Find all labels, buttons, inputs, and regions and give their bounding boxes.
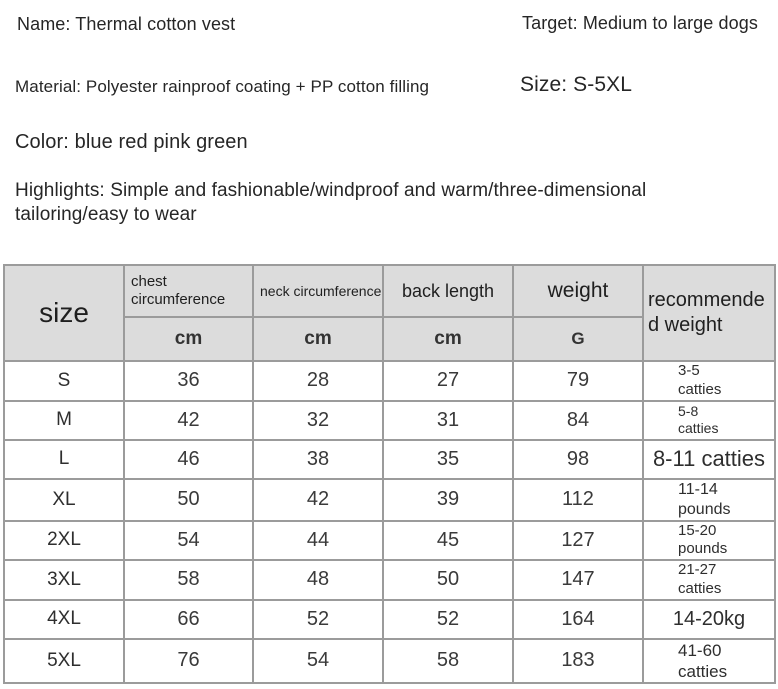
weight-cell: 112 (512, 477, 644, 522)
neck-cell: 48 (252, 559, 384, 601)
size-cell: 3XL (3, 559, 125, 601)
table-row-5xl: 5XL 76 54 58 183 41-60 catties (3, 637, 776, 684)
unit-neck-cm: cm (252, 316, 384, 362)
size-cell: XL (3, 477, 125, 522)
chest-cell: 46 (123, 438, 254, 480)
table-row-xl: XL 50 42 39 112 11-14 pounds (3, 477, 776, 522)
header-back-length: back length (382, 264, 514, 318)
recommended-weight-cell: 8-11 catties (642, 438, 776, 480)
table-header-row-2: cm cm cm G (4, 316, 775, 362)
table-header-row-1: size chest circumference neck circumfere… (3, 264, 776, 362)
header-size: size (3, 264, 125, 362)
recommended-weight-cell: 41-60 catties (642, 637, 776, 684)
weight-cell: 127 (512, 519, 644, 561)
neck-cell: 54 (252, 637, 384, 684)
recommended-weight-cell: 21-27 catties (642, 559, 776, 601)
unit-back-cm: cm (382, 316, 514, 362)
color-options-text: Color: blue red pink green (15, 131, 248, 153)
header-weight: weight (512, 264, 644, 318)
size-cell: 2XL (3, 519, 125, 561)
neck-cell: 28 (252, 360, 384, 402)
neck-cell: 52 (252, 598, 384, 640)
back-cell: 52 (382, 598, 514, 640)
header-neck-circumference: neck circumference (252, 264, 384, 318)
target-dogs-text: Target: Medium to large dogs (522, 13, 758, 33)
size-cell: L (3, 438, 125, 480)
product-name-text: Name: Thermal cotton vest (17, 14, 236, 34)
size-cell: S (3, 360, 125, 402)
size-range-text: Size: S-5XL (520, 73, 632, 96)
chest-cell: 54 (123, 519, 254, 561)
table-row-3xl: 3XL 58 48 50 147 21-27 catties (3, 559, 776, 601)
table-row-2xl: 2XL 54 44 45 127 15-20 pounds (3, 519, 776, 561)
table-row-s: S 36 28 27 79 3-5 catties (3, 360, 776, 402)
neck-cell: 32 (252, 399, 384, 441)
neck-cell: 44 (252, 519, 384, 561)
neck-cell: 38 (252, 438, 384, 480)
weight-cell: 84 (512, 399, 644, 441)
unit-weight-g: G (512, 316, 644, 362)
chest-cell: 42 (123, 399, 254, 441)
recommended-weight-cell: 3-5 catties (642, 360, 776, 402)
unit-chest-cm: cm (123, 316, 254, 362)
chest-cell: 76 (123, 637, 254, 684)
back-cell: 58 (382, 637, 514, 684)
table-row-l: L 46 38 35 98 8-11 catties (3, 438, 776, 480)
back-cell: 50 (382, 559, 514, 601)
back-cell: 39 (382, 477, 514, 522)
table-row-m: M 42 32 31 84 5-8 catties (3, 399, 776, 441)
chest-cell: 50 (123, 477, 254, 522)
back-cell: 35 (382, 438, 514, 480)
header-chest-circumference: chest circumference (123, 264, 254, 318)
neck-cell: 42 (252, 477, 384, 522)
back-cell: 27 (382, 360, 514, 402)
chest-cell: 58 (123, 559, 254, 601)
weight-cell: 183 (512, 637, 644, 684)
recommended-weight-cell: 15-20 pounds (642, 519, 776, 561)
size-cell: 4XL (3, 598, 125, 640)
recommended-weight-cell: 14-20kg (642, 598, 776, 640)
recommended-weight-cell: 5-8 catties (642, 399, 776, 441)
size-chart-table: size chest circumference neck circumfere… (3, 264, 776, 684)
weight-cell: 98 (512, 438, 644, 480)
size-cell: 5XL (3, 637, 125, 684)
back-cell: 45 (382, 519, 514, 561)
weight-cell: 79 (512, 360, 644, 402)
material-text: Material: Polyester rainproof coating + … (15, 77, 430, 96)
table-row-4xl: 4XL 66 52 52 164 14-20kg (3, 598, 776, 640)
recommended-weight-cell: 11-14 pounds (642, 477, 776, 522)
header-recommended-weight: recommended weight (642, 264, 776, 362)
size-cell: M (3, 399, 125, 441)
highlights-text: Highlights: Simple and fashionable/windp… (15, 180, 647, 225)
back-cell: 31 (382, 399, 514, 441)
chest-cell: 66 (123, 598, 254, 640)
weight-cell: 147 (512, 559, 644, 601)
weight-cell: 164 (512, 598, 644, 640)
chest-cell: 36 (123, 360, 254, 402)
